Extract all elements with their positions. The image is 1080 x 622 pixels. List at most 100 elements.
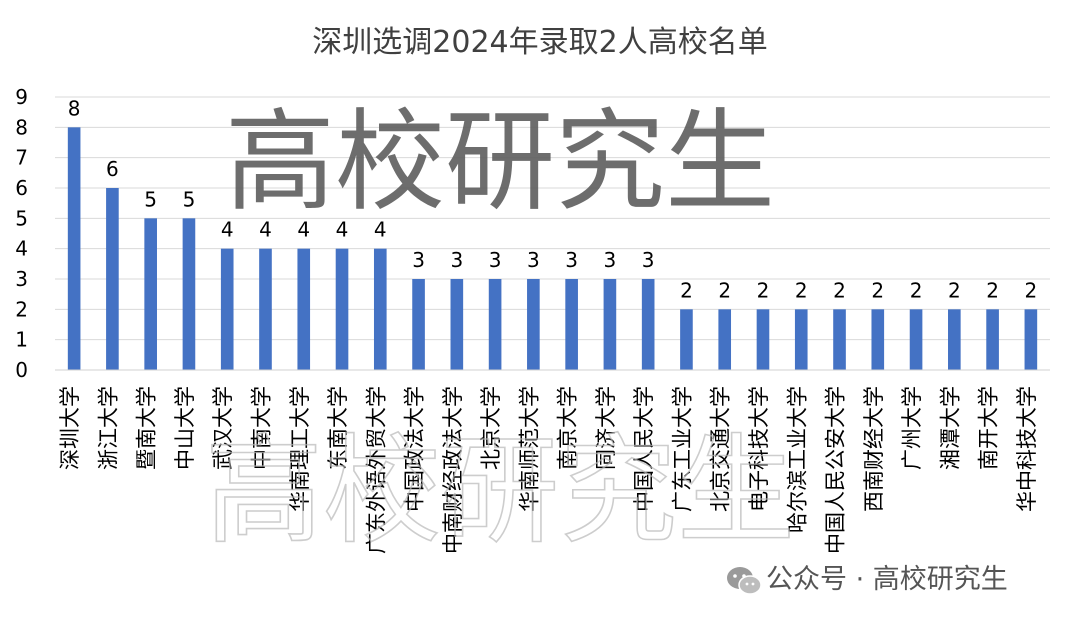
chart-title: 深圳选调2024年录取2人高校名单 [312, 25, 767, 60]
bars [67, 127, 1038, 370]
y-tick-label: 2 [15, 297, 28, 321]
bar [641, 279, 655, 370]
data-label: 2 [795, 278, 808, 302]
x-tick-label: 深圳大学 [58, 386, 82, 470]
data-label: 3 [412, 248, 425, 272]
footer-source: 公众号 · 高校研究生 [766, 564, 1008, 595]
x-tick-label: 中国政法大学 [403, 386, 427, 512]
bar [909, 309, 923, 370]
x-tick-label: 广东工业大学 [670, 386, 694, 512]
data-label: 2 [833, 278, 846, 302]
data-label: 4 [297, 218, 310, 242]
x-tick-label: 中南大学 [249, 386, 273, 470]
bar [565, 279, 578, 370]
watermark-ghost: 高校研究生 [205, 422, 795, 560]
bar [335, 248, 349, 370]
y-tick-label: 8 [15, 115, 28, 139]
x-tick-label: 北京交通大学 [709, 386, 733, 512]
data-label: 2 [757, 278, 770, 302]
data-label: 4 [336, 218, 349, 242]
gridlines [55, 96, 1050, 341]
x-tick-label: 哈尔滨工业大学 [785, 386, 809, 533]
bar [412, 279, 425, 370]
x-tick-label: 南京大学 [556, 386, 580, 470]
bar [259, 248, 272, 370]
data-label: 3 [565, 248, 578, 272]
y-tick-label: 3 [15, 267, 28, 291]
data-label: 5 [144, 187, 157, 211]
bar [297, 248, 311, 370]
bar [450, 279, 464, 370]
data-label: 5 [183, 187, 196, 211]
bar [603, 279, 617, 370]
wechat-icon [727, 567, 762, 595]
x-tick-label: 南开大学 [977, 386, 1001, 470]
bar [527, 279, 540, 370]
x-tick-label: 同济大学 [594, 386, 618, 470]
data-label: 4 [374, 218, 387, 242]
data-label: 3 [450, 248, 463, 272]
x-tick-label: 华中科技大学 [1015, 386, 1039, 512]
x-tick-label: 武汉大学 [211, 386, 235, 470]
x-tick-label: 中南财经政法大学 [441, 386, 465, 554]
bar [833, 309, 846, 370]
data-label: 4 [259, 218, 272, 242]
bar [373, 248, 387, 370]
x-tick-label: 西南财经大学 [862, 386, 886, 512]
y-tick-label: 6 [15, 176, 28, 200]
x-tick-label: 华南师范大学 [517, 386, 541, 512]
y-tick-label: 7 [15, 146, 28, 170]
y-tick-label: 9 [15, 85, 28, 109]
y-tick-label: 4 [15, 237, 28, 261]
data-label: 8 [68, 96, 81, 120]
data-label: 2 [718, 278, 731, 302]
data-labels: 8 6 5 5 4 4 4 4 4 3 3 3 3 3 3 3 2 2 2 2 2 2 2 2 2 2 [68, 96, 1037, 302]
data-label: 6 [106, 157, 119, 181]
bar [1024, 309, 1038, 370]
bar [871, 309, 885, 370]
x-tick-label: 中国人民大学 [632, 386, 656, 512]
bar [794, 309, 808, 370]
x-tick-label: 浙江大学 [96, 386, 120, 470]
x-tick-label: 中山大学 [173, 386, 197, 470]
data-label: 3 [527, 248, 540, 272]
bar [680, 309, 693, 370]
bar [488, 279, 502, 370]
bar [67, 127, 81, 370]
x-tick-label: 湘潭大学 [938, 386, 962, 470]
data-label: 2 [948, 278, 961, 302]
data-label: 2 [1024, 278, 1037, 302]
footer: 公众号 · 高校研究生 [727, 564, 1008, 595]
data-label: 2 [680, 278, 693, 302]
y-axis-ticks: 0 1 2 3 4 5 6 7 8 9 [15, 85, 28, 382]
data-label: 2 [871, 278, 884, 302]
x-tick-label: 华南理工大学 [288, 386, 312, 512]
x-tick-label: 北京大学 [479, 386, 503, 470]
x-tick-label: 暨南大学 [135, 386, 159, 470]
data-label: 3 [489, 248, 502, 272]
bar [986, 309, 999, 370]
y-tick-label: 5 [15, 206, 28, 230]
y-tick-label: 0 [15, 358, 28, 382]
bar [182, 218, 196, 370]
x-axis-ticks: 深圳大学 浙江大学 暨南大学 中山大学 武汉大学 中南大学 华南理工大学 东南大学 广东外语外贸… [58, 386, 1039, 554]
data-label: 3 [604, 248, 617, 272]
data-label: 2 [986, 278, 999, 302]
y-tick-label: 1 [15, 328, 28, 352]
x-tick-label: 中国人民公安大学 [824, 386, 848, 554]
bar [718, 309, 732, 370]
watermark-main: 高校研究生 [225, 98, 775, 226]
x-tick-label: 电子科技大学 [747, 386, 771, 512]
x-tick-label: 广东外语外贸大学 [364, 386, 388, 554]
data-label: 4 [221, 218, 234, 242]
data-label: 2 [910, 278, 923, 302]
x-tick-label: 广州大学 [900, 386, 924, 470]
bar [948, 309, 961, 370]
bar [220, 248, 234, 370]
x-tick-label: 东南大学 [326, 386, 350, 470]
bar [106, 188, 119, 370]
bar [144, 218, 157, 370]
bar [756, 309, 770, 370]
data-label: 3 [642, 248, 655, 272]
